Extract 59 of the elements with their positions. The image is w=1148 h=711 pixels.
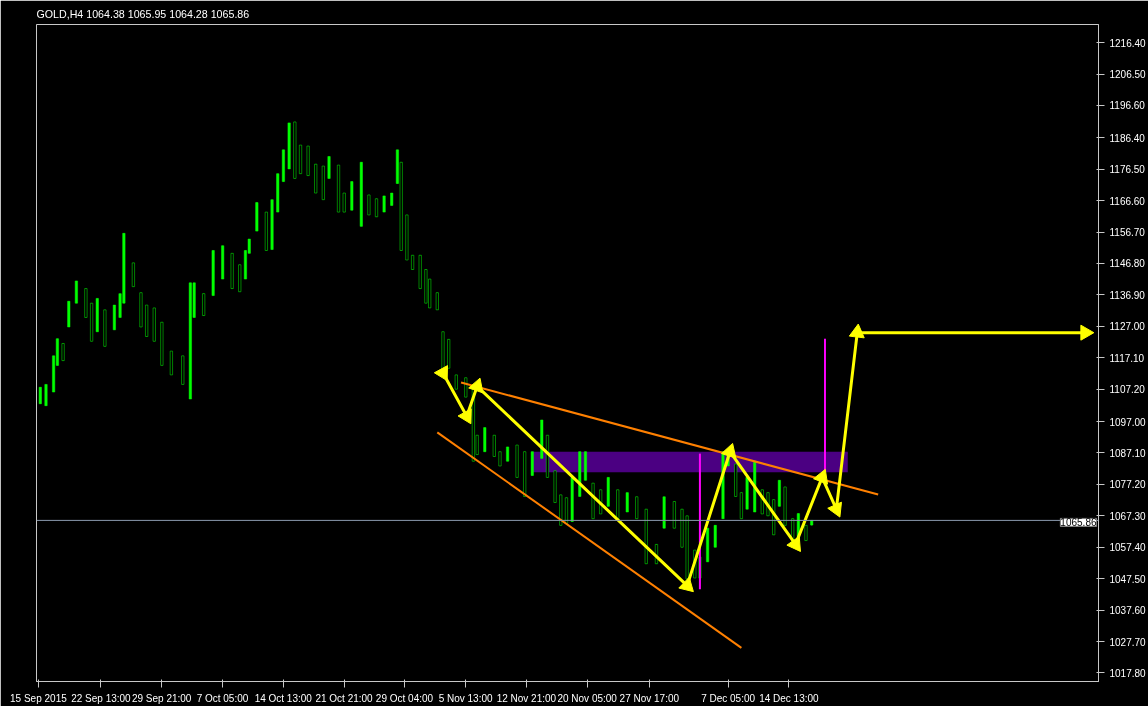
y-tick-label: 1136.90 [1109,289,1146,301]
x-tick-label: 22 Sep 13:00 [71,692,132,704]
candlestick [713,524,717,548]
candlestick [202,293,206,317]
candlestick [530,451,534,477]
point [827,501,842,518]
candlestick [131,262,135,288]
y-tick-label: 1067.30 [1109,510,1147,522]
ref-line-label: 1065.86 [1060,517,1097,529]
point [457,408,472,425]
candlestick [342,192,346,213]
candlestick [327,156,331,179]
x-tick-label: 14 Dec 13:00 [759,692,820,704]
x-tick-label: 15 Sep 2015 [10,692,68,704]
candlestick [492,434,496,457]
point [433,365,449,382]
candlestick [375,198,378,218]
candlestick [635,496,639,520]
x-tick-label: 27 Nov 17:00 [619,692,680,704]
point [813,468,829,485]
y-tick-label: 1117.10 [1109,352,1145,364]
y-tick-label: 1176.50 [1109,164,1146,176]
point [721,442,737,459]
y-tick-label: 1146.80 [1109,258,1146,270]
candlestick [44,383,48,407]
y-tick-label: 1027.70 [1109,636,1147,648]
candlestick [367,194,371,216]
x-tick-label: 29 Sep 21:00 [131,692,192,704]
y-tick-label: 1216.40 [1109,37,1147,49]
candlestick [625,492,629,513]
y-tick-label: 1017.80 [1109,667,1147,679]
y-tick-label: 1077.20 [1109,479,1147,491]
point [848,323,865,339]
y-tick-label: 1166.60 [1109,195,1146,207]
y-tick-label: 1206.50 [1109,69,1147,81]
y-tick-label: 1156.70 [1109,227,1146,239]
x-tick-label: 14 Oct 13:00 [254,692,313,704]
x-tick-label: 20 Nov 05:00 [557,692,618,704]
point [678,576,694,593]
y-tick-label: 1107.20 [1109,384,1146,396]
chart-title: GOLD,H4 1064.38 1065.95 1064.28 1065.86 [36,7,250,20]
x-tick-label: 7 Oct 05:00 [196,692,249,704]
y-tick-label: 1047.50 [1109,573,1147,585]
candlestick [169,350,173,376]
candlestick [74,280,78,304]
x-tick-label: 5 Nov 13:00 [438,692,494,704]
y-tick-label: 1186.40 [1109,132,1146,144]
y-tick-label: 1087.10 [1109,447,1147,459]
y-tick-label: 1037.60 [1109,605,1147,617]
y-tick-label: 1097.00 [1109,416,1147,428]
y-tick-label: 1127.00 [1109,321,1146,333]
point [786,536,801,552]
x-tick-label: 21 Oct 21:00 [315,692,374,704]
x-tick-label: 7 Dec 05:00 [701,692,756,704]
x-tick-label: 12 Nov 21:00 [496,692,557,704]
y-tick-label: 1196.60 [1109,100,1146,112]
point [468,377,484,394]
y-tick-label: 1057.40 [1109,542,1147,554]
x-tick-label: 29 Oct 04:00 [375,692,434,704]
